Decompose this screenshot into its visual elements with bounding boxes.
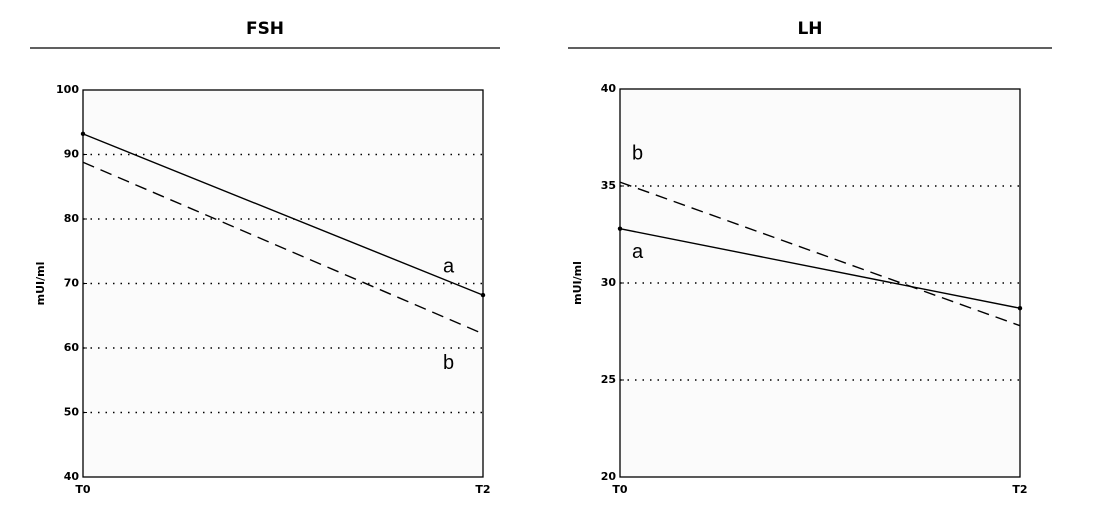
y-tick-label: 30 bbox=[601, 276, 617, 289]
y-tick-label: 40 bbox=[601, 82, 617, 95]
y-tick-label: 35 bbox=[601, 179, 616, 192]
series-line bbox=[82, 133, 484, 296]
y-tick-label: 20 bbox=[601, 470, 617, 483]
x-tick-label: T2 bbox=[1012, 483, 1027, 496]
point bbox=[480, 292, 486, 298]
x-tick-label: T2 bbox=[475, 483, 490, 496]
y-axis-label: mUI/ml bbox=[34, 262, 47, 306]
x-tick-label: T0 bbox=[612, 483, 628, 496]
y-tick-label: 100 bbox=[56, 83, 79, 96]
series-label: b bbox=[443, 352, 454, 374]
point bbox=[617, 226, 623, 231]
point bbox=[80, 131, 86, 137]
y-tick-label: 50 bbox=[64, 406, 80, 419]
y-tick-label: 70 bbox=[64, 277, 80, 290]
y-tick-label: 80 bbox=[64, 212, 80, 225]
series-line bbox=[619, 181, 1021, 327]
chart-title: FSH bbox=[246, 19, 284, 39]
plot-area bbox=[82, 89, 484, 478]
plot-area bbox=[619, 88, 1021, 478]
series-label: b bbox=[632, 142, 643, 164]
point bbox=[1017, 306, 1023, 311]
series-label: a bbox=[443, 255, 455, 277]
y-tick-label: 25 bbox=[601, 373, 616, 386]
series-line bbox=[619, 227, 1021, 309]
series-label: a bbox=[632, 241, 644, 263]
y-tick-label: 60 bbox=[64, 341, 80, 354]
x-tick-label: T0 bbox=[75, 483, 91, 496]
y-axis-label: mUI/ml bbox=[571, 261, 584, 305]
y-tick-label: 40 bbox=[64, 470, 80, 483]
chart-title: LH bbox=[797, 19, 822, 39]
y-tick-label: 90 bbox=[64, 148, 80, 161]
series-line bbox=[82, 161, 484, 335]
